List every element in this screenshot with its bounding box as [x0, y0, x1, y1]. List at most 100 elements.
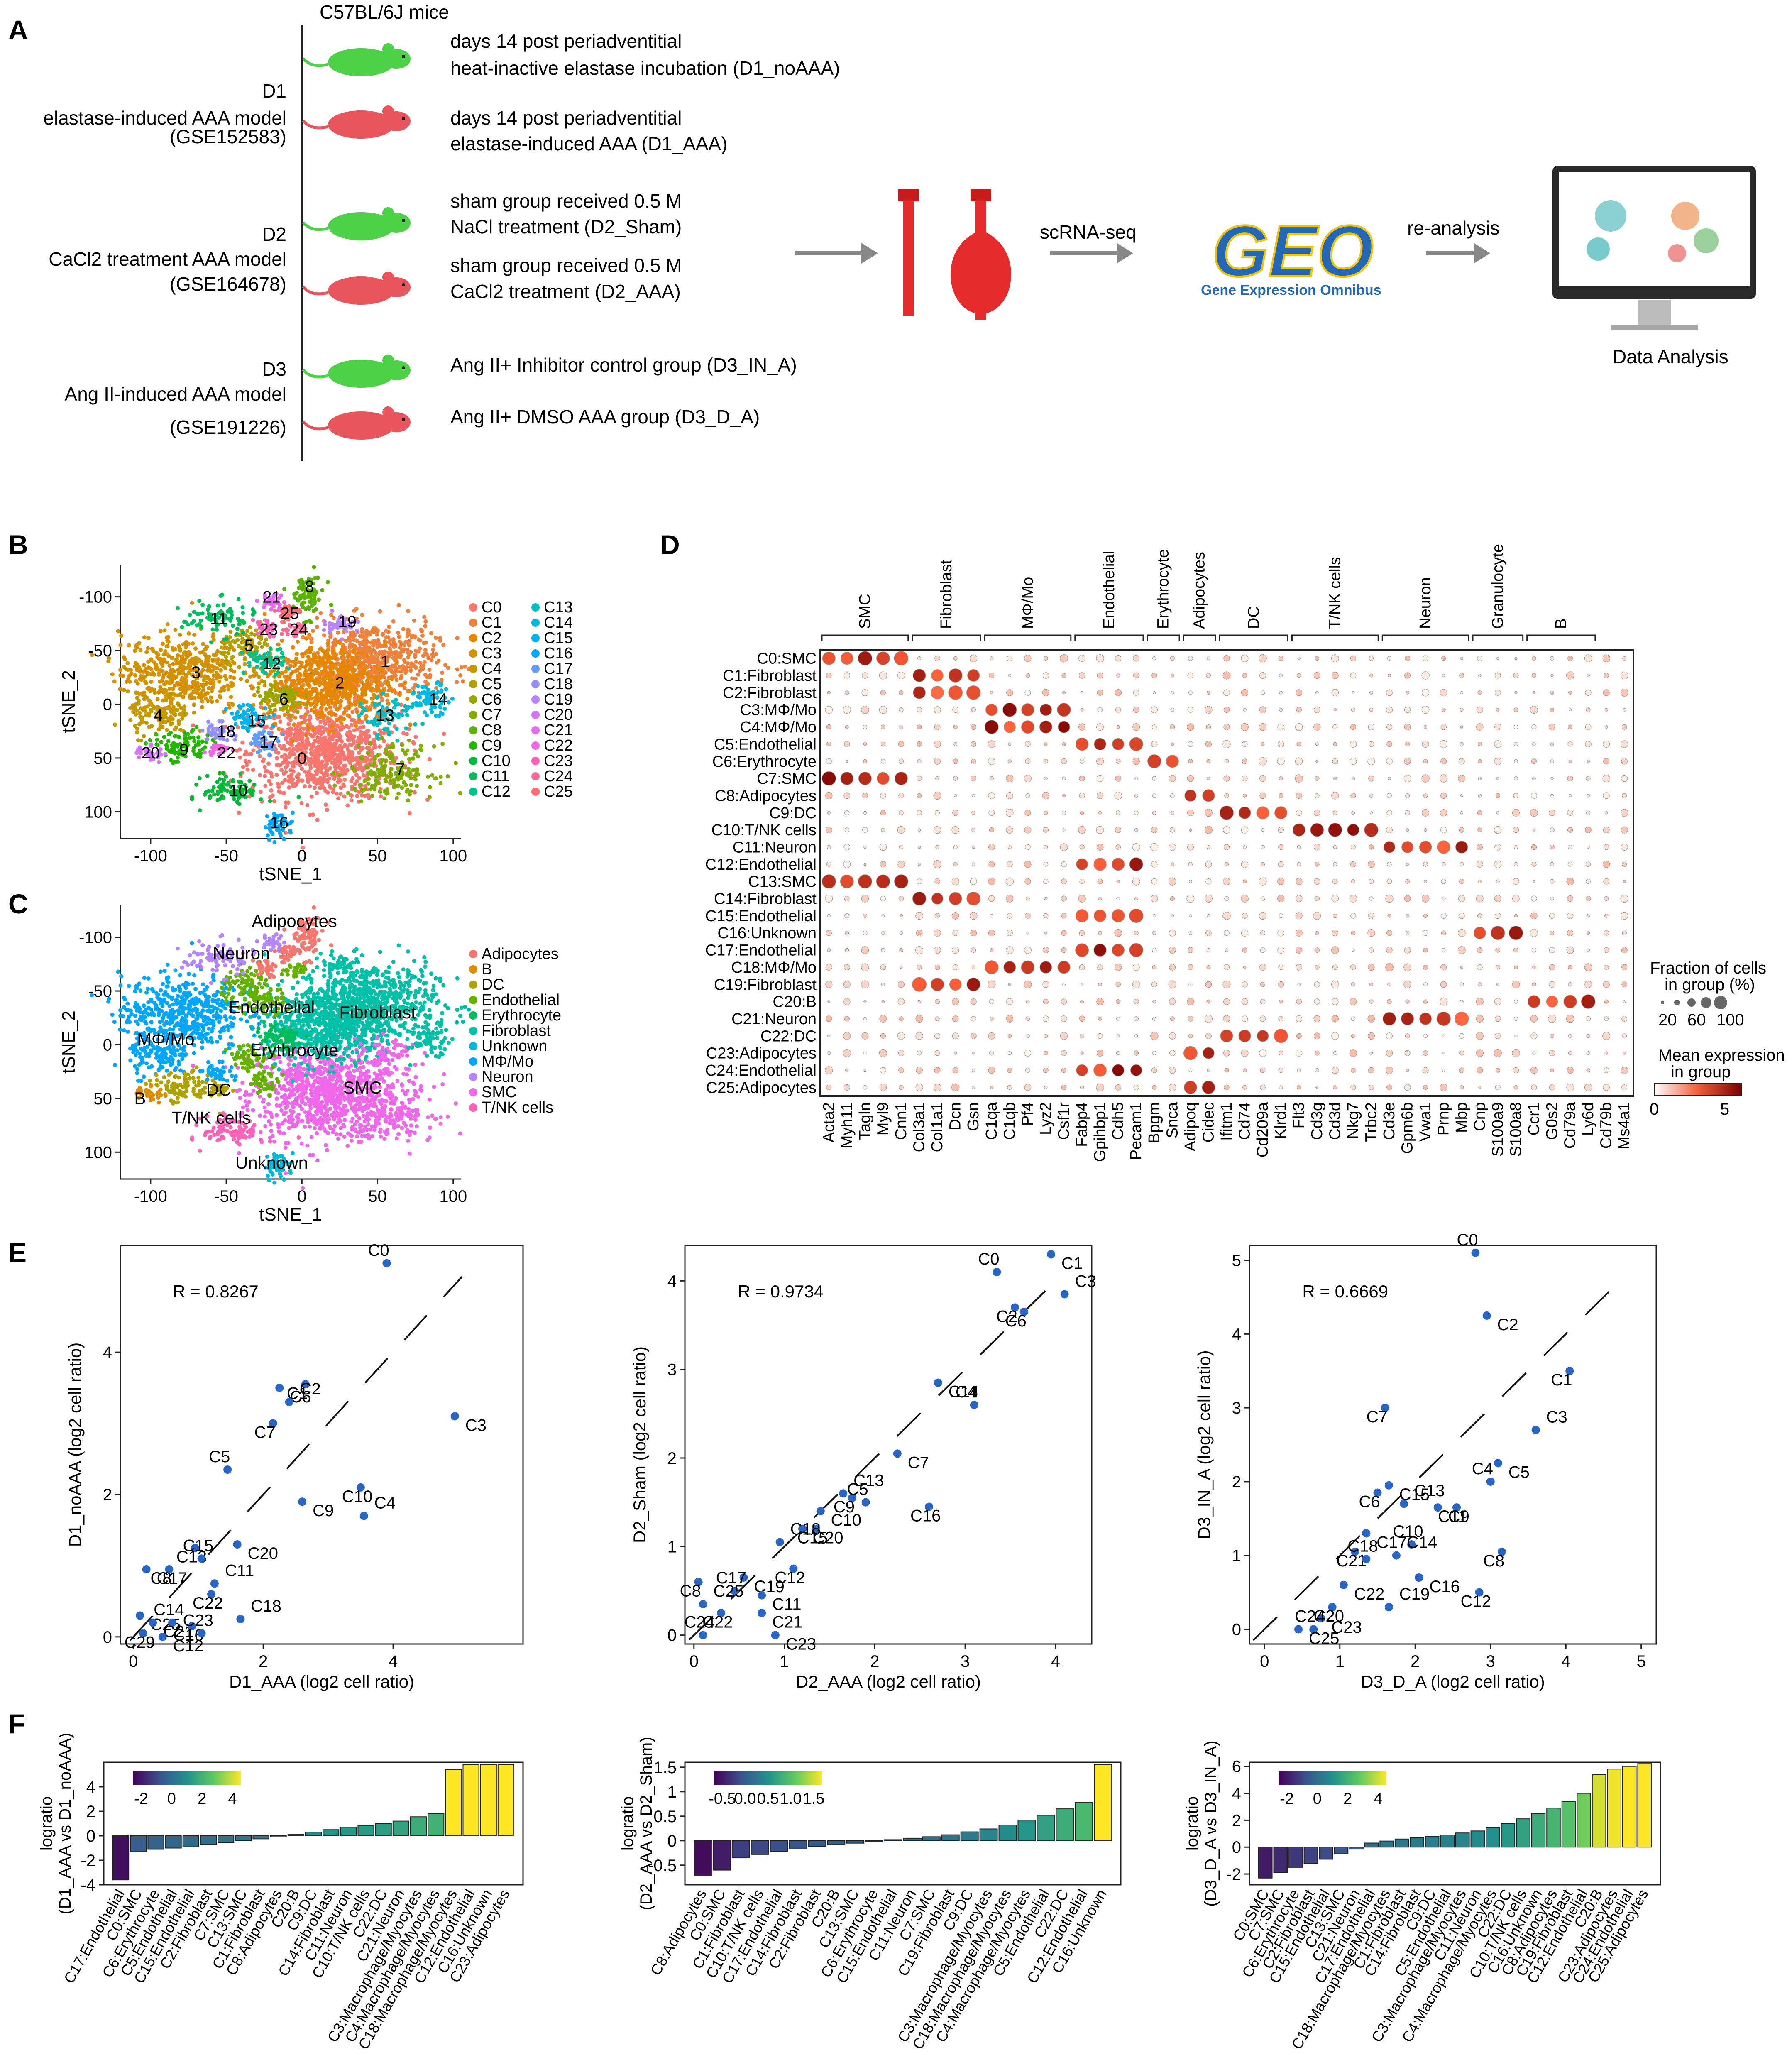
tsne-point	[321, 669, 325, 674]
tsne-point	[272, 716, 276, 721]
tsne-point	[263, 774, 267, 778]
tsne-point	[315, 616, 319, 620]
tsne-point	[317, 597, 321, 602]
tsne-point	[351, 648, 355, 653]
mouse-icon	[302, 207, 411, 240]
tsne-point	[347, 649, 352, 653]
tsne-point	[190, 729, 194, 734]
tsne-point	[355, 794, 359, 798]
tsne-point	[428, 673, 432, 678]
tsne-point	[212, 747, 217, 752]
tsne-point	[359, 799, 364, 804]
tsne-point	[319, 766, 323, 771]
tsne-point	[356, 694, 361, 698]
tsne-point	[191, 735, 196, 740]
tsne-point	[198, 619, 203, 623]
tsne-point	[208, 669, 213, 674]
tsne-point	[354, 638, 359, 643]
tsne-point	[328, 634, 332, 639]
tsne-point	[325, 641, 330, 646]
tsne-point	[276, 727, 281, 731]
tsne-point	[282, 675, 287, 679]
tsne-point	[200, 739, 205, 744]
tsne-point	[296, 772, 301, 776]
cluster-label: 5	[244, 636, 254, 655]
tsne-point	[327, 1124, 332, 1129]
tsne-point	[299, 715, 303, 719]
tsne-point	[190, 797, 194, 801]
tsne-point	[263, 1124, 268, 1128]
tsne-point	[247, 759, 252, 764]
tsne-point	[329, 612, 333, 617]
tsne-point	[173, 751, 177, 756]
legend-swatch	[469, 695, 477, 704]
tsne-point	[438, 639, 442, 643]
cluster-label: 15	[247, 712, 266, 730]
tsne-point	[407, 738, 411, 743]
tsne-point	[332, 783, 337, 788]
tsne-point	[421, 653, 425, 658]
tsne-point	[280, 754, 284, 759]
tsne-point	[191, 1064, 195, 1068]
legend-label: C20	[544, 706, 573, 724]
tsne-point	[162, 628, 167, 633]
tsne-point	[219, 668, 223, 673]
tsne-point	[125, 661, 130, 665]
tsne-point	[251, 707, 255, 712]
tsne-point	[305, 649, 309, 653]
tsne-point	[268, 646, 273, 651]
tsne-point	[320, 759, 325, 764]
tsne-point	[258, 1113, 262, 1118]
tsne-point	[305, 659, 309, 664]
tsne-point	[159, 648, 163, 652]
tsne-point	[410, 705, 414, 709]
tsne-point	[326, 657, 330, 662]
tsne-point	[360, 612, 364, 617]
tsne-point	[355, 727, 359, 732]
tsne-point	[310, 673, 314, 678]
tsne-point	[290, 810, 295, 815]
tsne-point	[273, 688, 278, 693]
tsne-point	[328, 1106, 332, 1111]
data-analysis-label: Data Analysis	[1613, 346, 1728, 367]
tsne-point	[313, 705, 317, 709]
tsne-point	[349, 1138, 354, 1143]
tsne-point	[405, 697, 410, 701]
tsne-point	[272, 799, 276, 803]
tsne-point	[144, 667, 148, 671]
legend-swatch	[469, 665, 477, 673]
tsne-point	[360, 691, 365, 696]
tsne-point	[320, 588, 325, 592]
tsne-point	[125, 680, 129, 684]
tsne-point	[209, 695, 213, 700]
tsne-point	[331, 646, 336, 650]
tsne-point	[342, 717, 346, 721]
tsne-point	[367, 747, 371, 751]
tsne-point	[435, 681, 439, 685]
tsne-point	[221, 771, 225, 775]
legend-label: C25	[544, 783, 573, 800]
tsne-point	[357, 679, 362, 684]
tsne-point	[269, 1128, 274, 1133]
tsne-point	[413, 1130, 417, 1135]
mouse-icon	[302, 272, 411, 305]
tsne-point	[175, 708, 180, 712]
flow-arrow-3	[1426, 243, 1490, 264]
tsne-point	[400, 748, 405, 752]
tsne-point	[308, 1124, 312, 1129]
legend-swatch	[531, 726, 540, 734]
tsne-point	[379, 736, 384, 740]
tsne-point	[362, 683, 367, 687]
legend-swatch	[531, 695, 540, 704]
tsne-point	[407, 757, 411, 761]
tsne-point	[205, 644, 209, 649]
tsne-point	[363, 666, 368, 671]
tsne-point	[384, 779, 389, 783]
tsne-point	[315, 651, 320, 655]
tsne-point	[318, 647, 323, 651]
legend-swatch	[531, 741, 540, 750]
tsne-point	[272, 712, 276, 717]
tsne-point	[427, 1097, 432, 1102]
tsne-point	[294, 734, 299, 739]
tsne-point	[237, 715, 242, 719]
